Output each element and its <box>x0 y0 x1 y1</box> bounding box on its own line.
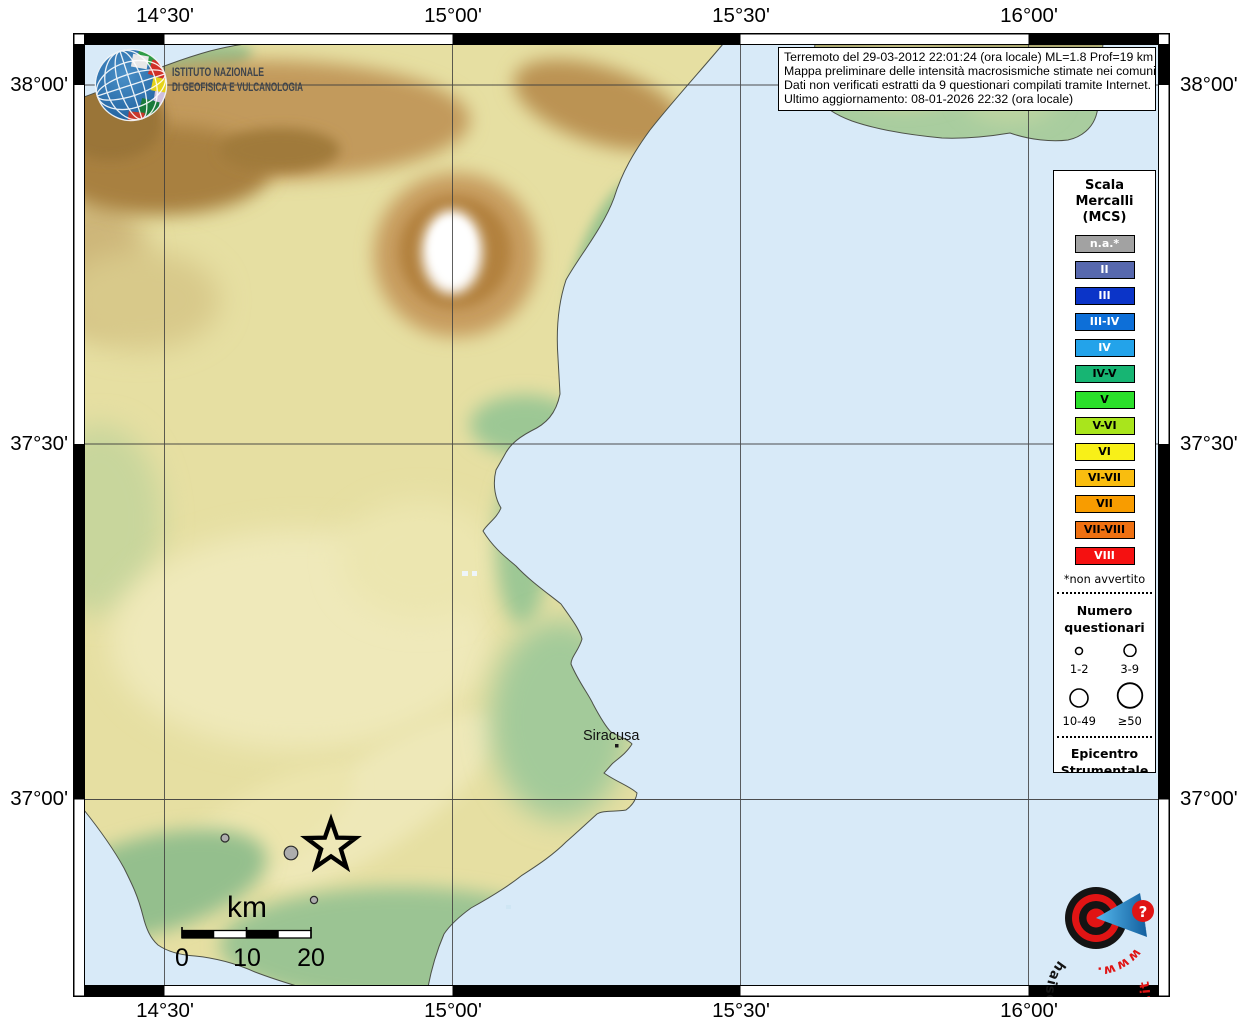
scale-bar-unit: km <box>227 891 267 924</box>
axis-top-1: 15°00' <box>424 4 482 27</box>
size-circle-50plus <box>1116 682 1143 709</box>
coastal-lake-dot <box>506 905 511 909</box>
axis-left-2: 37°00' <box>10 787 68 810</box>
size-circle-1-2 <box>1075 646 1084 656</box>
mercalli-chip-iv-v: IV-V <box>1074 365 1135 383</box>
ingv-title-line1: ISTITUTO NAZIONALE <box>172 65 264 79</box>
axis-top-2: 15°30' <box>712 4 770 27</box>
etna-summit <box>431 219 473 273</box>
scale-tick-10: 10 <box>233 944 261 972</box>
epicenter-legend-title: Epicentro Strumentale <box>1060 746 1149 773</box>
size-circle-3-9 <box>1123 643 1137 658</box>
mercalli-scale: n.a.* II III III-IV IV IV-V V V-VI VI VI… <box>1054 235 1155 565</box>
axis-top-0: 14°30' <box>136 4 194 27</box>
event-info-line1: Terremoto del 29-03-2012 22:01:24 (ora l… <box>784 50 1154 64</box>
axis-top-3: 16°00' <box>1000 4 1058 27</box>
event-info-line3: Dati non verificati estratti da 9 questi… <box>784 77 1152 92</box>
legend-panel: Scala Mercalli (MCS) n.a.* II III III-IV… <box>1053 170 1156 773</box>
event-info-line2: Mappa preliminare delle intensità macros… <box>784 63 1156 78</box>
logo-arc-suffix: .it <box>1136 979 1154 997</box>
axis-left-1: 37°30' <box>10 432 68 455</box>
mercalli-chip-vii: VII <box>1074 495 1135 513</box>
axis-bottom-2: 15°30' <box>712 999 770 1022</box>
mercalli-chip-viii: VIII <box>1074 547 1135 565</box>
mercalli-chip-na: n.a.* <box>1074 235 1135 253</box>
mercalli-chip-ii: II <box>1074 261 1135 279</box>
legend-separator <box>1057 592 1152 594</box>
mercalli-chip-iii: III <box>1074 287 1135 305</box>
legend-footnote: *non avvertito <box>1063 573 1146 586</box>
legend-separator <box>1057 736 1152 738</box>
question-badge <box>1132 900 1154 922</box>
question-mark: ? <box>1139 903 1148 921</box>
mercalli-chip-v: V <box>1074 391 1135 409</box>
questionnaire-sizes-row2: 10-49 ≥50 <box>1054 682 1155 728</box>
questionnaire-sizes-row1: 1-2 3-9 <box>1054 642 1155 676</box>
ingv-logo: ISTITUTO NAZIONALE DI GEOFISICA E VULCAN… <box>94 48 303 122</box>
axis-right-1: 37°30' <box>1180 432 1238 455</box>
event-info-box: Terremoto del 29-03-2012 22:01:24 (ora l… <box>778 47 1156 111</box>
map-canvas: Siracusa km 0 10 20 <box>73 33 1170 997</box>
intensity-points <box>220 833 319 905</box>
axis-right-2: 37°00' <box>1180 787 1238 810</box>
scale-tick-20: 20 <box>297 944 325 972</box>
legend-title: Scala Mercalli (MCS) <box>1075 178 1134 225</box>
salt-pan-dot <box>462 571 468 576</box>
mercalli-chip-v-vi: V-VI <box>1074 417 1135 435</box>
axis-bottom-1: 15°00' <box>424 999 482 1022</box>
siracusa-city-marker <box>615 744 619 748</box>
size-circle-10-49 <box>1069 688 1090 708</box>
axis-right-0: 38°00' <box>1180 73 1238 96</box>
map-frame <box>73 33 1170 997</box>
intensity-point <box>309 895 319 905</box>
questionnaire-legend-title: Numero questionari <box>1064 603 1145 635</box>
scale-bar: km 0 10 20 <box>175 891 325 972</box>
megaphone-icon <box>1096 893 1147 937</box>
intensity-point <box>220 833 230 843</box>
salt-pan-dot <box>472 571 477 576</box>
scale-tick-0: 0 <box>175 944 189 972</box>
mercalli-chip-vi-vii: VI-VII <box>1074 469 1135 487</box>
mercalli-chip-vii-viii: VII-VIII <box>1074 521 1135 539</box>
event-info-line4: Ultimo aggiornamento: 08-01-2026 22:32 (… <box>784 91 1074 106</box>
axis-left-0: 38°00' <box>10 73 68 96</box>
mercalli-chip-vi: VI <box>1074 443 1135 461</box>
epicenter-star-icon <box>300 813 362 873</box>
intensity-point <box>283 845 299 861</box>
siracusa-label: Siracusa <box>583 728 640 744</box>
mercalli-chip-iii-iv: III-IV <box>1074 313 1135 331</box>
axis-bottom-3: 16°00' <box>1000 999 1058 1022</box>
mercalli-chip-iv: IV <box>1074 339 1135 357</box>
ingv-title-line2: DI GEOFISICA E VULCANOLOGIA <box>172 80 303 94</box>
axis-bottom-0: 14°30' <box>136 999 194 1022</box>
